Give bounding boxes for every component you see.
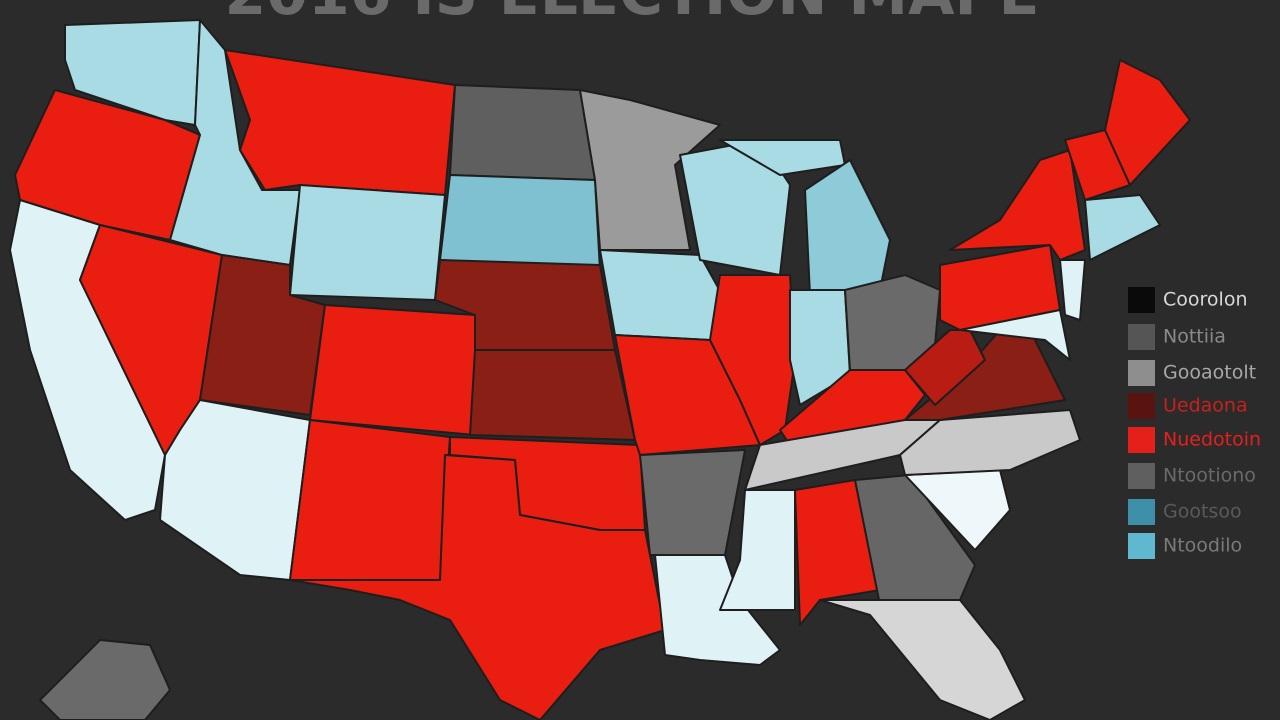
state: [804, 159, 891, 296]
state: [654, 554, 781, 666]
state: [309, 304, 476, 436]
state: [1059, 259, 1086, 321]
legend-label: Gootsoo: [1163, 501, 1242, 523]
legend-label: Gooaotolt: [1163, 362, 1256, 384]
state: [959, 309, 1071, 361]
state: [1104, 59, 1191, 186]
legend-swatch: [1128, 360, 1155, 386]
state: [819, 599, 1026, 720]
legend-label: Ntootiono: [1163, 465, 1256, 487]
legend: Coorolon Nottiia Gooaotolt Uedaona Nuedotoin…: [1128, 287, 1261, 559]
legend-swatch: [1128, 287, 1155, 313]
state: [719, 489, 796, 611]
state: [439, 174, 601, 271]
legend-swatch: [1128, 324, 1155, 350]
state: [1084, 194, 1161, 261]
map-title: 2016 IS ELECTION MAPE: [224, 0, 1039, 29]
legend-swatch: [1128, 463, 1155, 489]
state: [789, 289, 851, 406]
state: [579, 89, 721, 251]
state: [289, 419, 451, 581]
state: [14, 89, 201, 241]
state: [854, 474, 976, 606]
state: [289, 454, 666, 720]
states: [9, 19, 1191, 720]
legend-swatch: [1128, 393, 1155, 419]
state: [949, 149, 1086, 261]
state: [449, 84, 596, 181]
legend-swatch: [1128, 427, 1155, 453]
state: [794, 479, 881, 626]
legend-swatch: [1128, 499, 1155, 525]
legend-label: Nottiia: [1163, 326, 1226, 348]
legend-label: Uedaona: [1163, 395, 1248, 417]
state: [39, 639, 171, 720]
legend-label: Coorolon: [1163, 289, 1247, 311]
legend-label: Nuedotoin: [1163, 429, 1261, 451]
legend-label: Ntoodilo: [1163, 535, 1242, 557]
state: [289, 184, 446, 301]
state: [904, 329, 986, 406]
legend-swatch: [1128, 533, 1155, 559]
state: [469, 349, 636, 441]
